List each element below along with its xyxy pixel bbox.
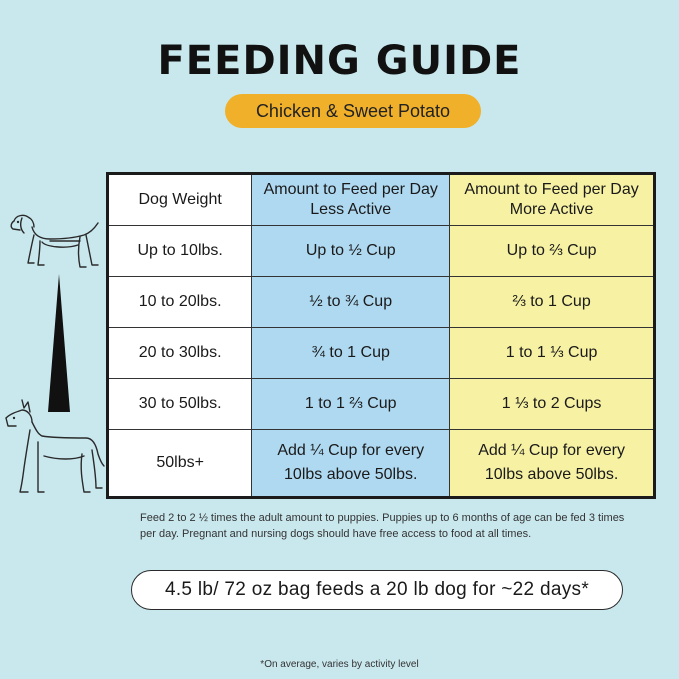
more-active-cell: Up to ⅔ Cup (449, 225, 655, 277)
table-row: 50lbs+ Add ¼ Cup for every 10lbs above 50… (106, 429, 655, 498)
footnote: *On average, varies by activity level (260, 659, 419, 670)
more-active-cell: 1 ⅓ to 2 Cups (449, 378, 655, 430)
size-wedge-icon (48, 274, 70, 412)
weight-cell: 30 to 50lbs. (106, 378, 253, 430)
puppy-feeding-note: Feed 2 to 2 ½ times the adult amount to … (140, 512, 625, 540)
bag-callout: 4.5 lb/ 72 oz bag feeds a 20 lb dog for … (131, 570, 623, 610)
less-active-cell: ½ to ¾ Cup (251, 276, 451, 328)
large-dog-icon (5, 399, 105, 493)
weight-cell: 10 to 20lbs. (106, 276, 253, 328)
header-dog-weight: Dog Weight (106, 173, 253, 226)
header-less-active: Amount to Feed per Day Less Active (251, 173, 451, 226)
recipe-badge: Chicken & Sweet Potato (225, 94, 481, 128)
small-dog-icon (10, 214, 99, 268)
table-header-row: Dog Weight Amount to Feed per Day Less Ac… (106, 173, 655, 226)
more-active-cell: ⅔ to 1 Cup (449, 276, 655, 328)
more-active-cell: Add ¼ Cup for every 10lbs above 50lbs. (449, 429, 655, 498)
weight-cell: 20 to 30lbs. (106, 327, 253, 379)
table-row: 10 to 20lbs. ½ to ¾ Cup ⅔ to 1 Cup (106, 276, 655, 328)
table-row: 30 to 50lbs. 1 to 1 ⅔ Cup 1 ⅓ to 2 Cups (106, 378, 655, 430)
feeding-table: Dog Weight Amount to Feed per Day Less Ac… (106, 172, 656, 499)
less-active-cell: Add ¼ Cup for every 10lbs above 50lbs. (251, 429, 451, 498)
header-more-active: Amount to Feed per Day More Active (449, 173, 655, 226)
table-row: Up to 10lbs. Up to ½ Cup Up to ⅔ Cup (106, 225, 655, 277)
page-title: FEEDING GUIDE (157, 38, 522, 84)
weight-cell: Up to 10lbs. (106, 225, 253, 277)
weight-cell: 50lbs+ (106, 429, 253, 498)
less-active-cell: ¾ to 1 Cup (251, 327, 451, 379)
less-active-cell: 1 to 1 ⅔ Cup (251, 378, 451, 430)
more-active-cell: 1 to 1 ⅓ Cup (449, 327, 655, 379)
table-row: 20 to 30lbs. ¾ to 1 Cup 1 to 1 ⅓ Cup (106, 327, 655, 379)
less-active-cell: Up to ½ Cup (251, 225, 451, 277)
